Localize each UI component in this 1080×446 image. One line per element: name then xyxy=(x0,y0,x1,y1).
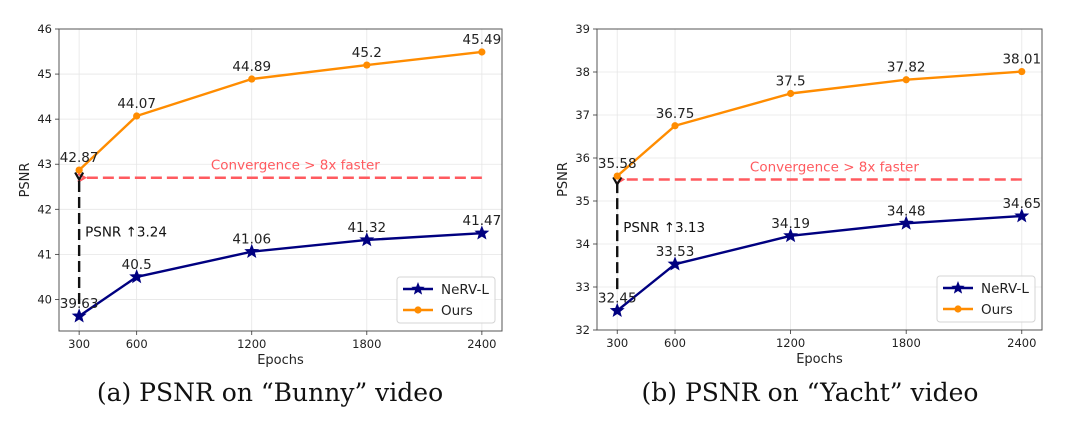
psnr-gain-annotation: PSNR ↑3.13 xyxy=(623,220,705,236)
y-tick-label: 34 xyxy=(575,237,590,251)
data-label: 35.58 xyxy=(598,156,637,172)
legend-label: NeRV-L xyxy=(441,282,489,298)
legend-item: Ours xyxy=(943,302,1013,318)
data-point-star xyxy=(667,256,683,271)
data-point-star xyxy=(129,269,145,284)
data-label: 41.32 xyxy=(347,220,386,236)
data-label: 32.45 xyxy=(598,291,637,307)
legend-item: NeRV-L xyxy=(943,281,1029,297)
y-tick-label: 38 xyxy=(575,65,590,79)
x-tick-label: 2400 xyxy=(1007,336,1036,350)
x-tick-label: 300 xyxy=(68,337,90,351)
data-label: 41.06 xyxy=(232,232,271,248)
y-tick-label: 37 xyxy=(575,108,590,122)
y-tick-label: 43 xyxy=(37,157,52,171)
data-label: 34.48 xyxy=(887,203,926,219)
data-label: 38.01 xyxy=(1002,52,1041,68)
data-point-circle xyxy=(478,48,486,56)
data-label: 33.53 xyxy=(656,244,695,260)
y-tick-label: 35 xyxy=(575,194,590,208)
series-ours: 35.58 36.75 37.5 37.82 38.01 xyxy=(598,52,1041,180)
legend-star-icon xyxy=(951,281,965,294)
x-tick-label: 1200 xyxy=(237,337,266,351)
series-ours: 42.87 44.07 44.89 45.2 45.49 xyxy=(60,32,501,174)
figure-yacht: 300 600 1200 1800 2400 32 33 34 35 36 37 38 39 Epochs… xyxy=(540,0,1080,446)
data-point-star xyxy=(609,302,625,317)
caption-bunny: (a) PSNR on “Bunny” video xyxy=(96,378,444,407)
x-tick-label: 1200 xyxy=(776,336,805,350)
data-point-star xyxy=(1014,208,1030,223)
y-tick-label: 39 xyxy=(575,22,590,36)
y-tick-label: 41 xyxy=(37,247,52,261)
data-label: 36.75 xyxy=(656,106,695,122)
y-tick-label: 36 xyxy=(575,151,590,165)
legend-circle-icon xyxy=(414,306,422,314)
data-label: 37.82 xyxy=(887,60,926,76)
data-point-star xyxy=(244,243,260,259)
legend-circle-icon xyxy=(954,305,962,313)
series-nerv-l: 39.63 40.5 41.06 41.32 41.47 xyxy=(60,213,502,323)
data-point-circle xyxy=(133,112,141,120)
legend-item: Ours xyxy=(403,303,473,319)
x-axis-label: Epochs xyxy=(257,353,304,368)
y-tick-label: 44 xyxy=(37,112,52,126)
data-label: 34.19 xyxy=(771,216,810,232)
data-point-star xyxy=(474,225,490,240)
legend-item: NeRV-L xyxy=(403,282,489,298)
data-point-circle xyxy=(363,61,371,69)
psnr-chart-yacht: 300 600 1200 1800 2400 32 33 34 35 36 37 38 39 Epochs… xyxy=(556,22,1043,367)
data-point-circle xyxy=(1018,67,1026,76)
x-tick-label: 1800 xyxy=(892,336,921,350)
data-point-star xyxy=(898,215,914,230)
figure-bunny: 300 600 1200 1800 2400 40 41 42 43 44 45 46 Epochs PS… xyxy=(18,22,503,407)
data-point-circle xyxy=(787,89,795,98)
y-axis-label: PSNR xyxy=(556,162,571,197)
plot-frame xyxy=(596,28,1043,331)
legend: NeRV-L Ours xyxy=(396,276,496,324)
data-point-circle xyxy=(613,172,621,180)
series-nerv-l: 32.45 33.53 34.19 34.48 34.65 xyxy=(598,196,1041,317)
legend-label: Ours xyxy=(441,303,473,319)
x-axis-label: Epochs xyxy=(796,352,843,367)
x-tick-label: 2400 xyxy=(467,337,496,351)
y-tick-label: 46 xyxy=(37,22,52,36)
convergence-annotation: Convergence > 8x faster xyxy=(750,160,919,176)
x-tick-label: 600 xyxy=(126,337,148,351)
legend-label: Ours xyxy=(981,302,1013,318)
legend: NeRV-L Ours xyxy=(936,275,1036,323)
data-label: 45.49 xyxy=(463,32,502,48)
data-label: 40.5 xyxy=(122,257,152,273)
x-tick-label: 1800 xyxy=(352,337,381,351)
y-tick-label: 42 xyxy=(37,202,52,216)
data-label: 42.87 xyxy=(60,150,99,166)
data-point-circle xyxy=(902,76,910,84)
x-tick-label: 600 xyxy=(664,336,686,350)
data-label: 39.63 xyxy=(60,296,99,312)
data-label: 44.89 xyxy=(232,59,271,75)
data-label: 44.07 xyxy=(117,96,156,112)
y-tick-label: 32 xyxy=(575,323,590,337)
data-label: 41.47 xyxy=(463,213,502,229)
plot-frame xyxy=(58,28,503,332)
legend-star-icon xyxy=(411,282,425,295)
data-point-star xyxy=(783,227,799,243)
data-point-circle xyxy=(75,166,83,174)
y-tick-label: 33 xyxy=(575,280,590,294)
data-point-circle xyxy=(248,75,256,83)
x-tick-label: 300 xyxy=(606,336,628,350)
data-label: 37.5 xyxy=(776,74,806,90)
data-point-star xyxy=(359,232,375,247)
y-axis-label: PSNR xyxy=(18,163,33,198)
data-point-star xyxy=(71,308,87,323)
convergence-annotation: Convergence > 8x faster xyxy=(211,158,380,174)
data-label: 45.2 xyxy=(352,45,382,61)
psnr-gain-annotation: PSNR ↑3.24 xyxy=(85,225,167,241)
data-label: 34.65 xyxy=(1002,196,1041,212)
data-point-circle xyxy=(671,122,679,130)
psnr-chart-bunny: 300 600 1200 1800 2400 40 41 42 43 44 45 46 Epochs PS… xyxy=(18,22,503,368)
y-tick-label: 45 xyxy=(37,67,52,81)
legend-label: NeRV-L xyxy=(981,281,1029,297)
caption-yacht: (b) PSNR on “Yacht” video xyxy=(641,378,979,407)
y-tick-label: 40 xyxy=(37,292,52,306)
